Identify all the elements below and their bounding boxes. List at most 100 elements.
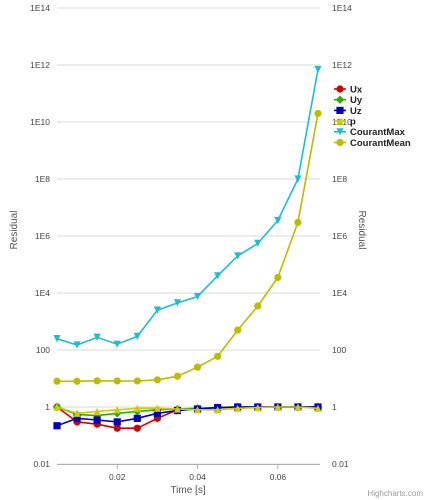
data-point-p [193, 406, 202, 414]
x-tick-label: 0.06 [270, 472, 287, 482]
legend-label-courantmax: CourantMax [350, 127, 406, 138]
legend-marker-uy [335, 95, 345, 104]
y-tick-label-left: 1E8 [35, 174, 50, 184]
data-point-p [214, 406, 222, 414]
data-point-uz [133, 414, 141, 422]
x-axis: 0.02 0.04 0.06 [57, 464, 320, 482]
y-tick-label-right: 1E6 [332, 231, 347, 241]
y-tick-label-left: 1E10 [30, 117, 50, 127]
series-group [52, 65, 323, 432]
legend-item-p[interactable]: p [334, 117, 356, 128]
data-point-courantmax [93, 333, 101, 341]
data-point-courantmax [254, 239, 262, 247]
series-courantmean [53, 109, 322, 385]
data-point-p [93, 407, 101, 416]
legend-marker-courantmax [336, 128, 344, 136]
grid-lines [57, 7, 320, 465]
y-tick-label-right: 1E12 [332, 60, 352, 70]
data-point-courantmean [133, 377, 141, 385]
y-tick-label-right: 1E4 [332, 288, 347, 298]
series-line-p [56, 406, 319, 415]
data-point-courantmax [193, 292, 202, 301]
data-point-courantmax [294, 175, 302, 183]
legend-label-uy: Uy [350, 95, 363, 106]
data-point-p [173, 405, 182, 413]
data-point-p [314, 404, 322, 412]
data-point-courantmean [254, 302, 262, 310]
legend-label-p: p [350, 117, 356, 128]
data-point-courantmax [214, 272, 222, 280]
y-axis-left: 0.01 1 100 1E4 1E6 1E8 1E10 1E12 1E14 [30, 3, 50, 469]
data-point-courantmean [173, 372, 182, 380]
data-point-courantmax [73, 341, 81, 349]
series-p [53, 403, 322, 417]
y-tick-label-left: 1E14 [30, 3, 50, 13]
data-point-courantmean [73, 377, 81, 385]
x-axis-title: Time [s] [170, 485, 205, 496]
y-tick-label-right: 100 [332, 345, 346, 355]
data-point-uz [73, 414, 81, 422]
legend-item-courantmean[interactable]: CourantMean [334, 138, 411, 149]
data-point-courantmean [193, 363, 202, 371]
data-point-courantmax [153, 306, 161, 314]
data-point-courantmax [274, 216, 282, 225]
data-point-courantmean [113, 377, 121, 385]
data-point-courantmax [314, 65, 322, 74]
data-point-ux [113, 424, 121, 432]
x-tick-label: 0.04 [189, 472, 206, 482]
legend-label-ux: Ux [350, 84, 363, 95]
data-point-p [234, 404, 242, 412]
data-point-courantmax [113, 340, 121, 348]
x-tick-label: 0.02 [109, 472, 126, 482]
y-tick-label-right: 0.01 [332, 459, 349, 469]
legend-item-uy[interactable]: Uy [334, 95, 363, 106]
y-tick-label-left: 1E6 [35, 231, 50, 241]
legend-label-uz: Uz [350, 106, 362, 117]
data-point-courantmax [234, 252, 242, 260]
data-point-uz [113, 418, 121, 426]
legend-item-uz[interactable]: Uz [334, 106, 362, 117]
data-point-p [133, 404, 141, 412]
y-tick-label-left: 1E12 [30, 60, 50, 70]
legend-label-courantmean: CourantMean [350, 138, 411, 149]
y-tick-label-left: 1E4 [35, 288, 50, 298]
data-point-uz [93, 416, 101, 424]
y-axis-title-right: Residual [356, 211, 367, 250]
legend-item-courantmax[interactable]: CourantMax [334, 127, 406, 138]
legend-marker-ux [336, 85, 344, 93]
legend-marker-uz [336, 106, 344, 114]
data-point-p [53, 403, 61, 411]
data-point-courantmean [314, 109, 322, 118]
data-point-p [274, 403, 282, 411]
data-point-courantmean [93, 377, 101, 385]
y-tick-label-right: 1E14 [332, 3, 352, 13]
data-point-courantmean [274, 273, 282, 282]
y-tick-label-right: 1 [332, 402, 337, 412]
data-point-courantmean [234, 326, 242, 334]
data-point-p [153, 404, 161, 412]
legend-marker-courantmean [336, 138, 344, 147]
series-line-courantmax [56, 69, 319, 346]
data-point-p [73, 409, 81, 417]
data-point-p [113, 406, 121, 414]
data-point-ux [133, 424, 141, 432]
y-axis-title-left: Residual [9, 211, 20, 250]
data-point-courantmean [214, 352, 222, 360]
data-point-uz [153, 409, 161, 417]
data-point-courantmean [153, 376, 161, 384]
legend-marker-p [336, 117, 344, 125]
credit-link[interactable]: Highcharts.com [367, 489, 423, 498]
data-point-courantmean [294, 218, 302, 227]
series-line-courantmean [57, 113, 319, 383]
data-point-courantmax [53, 335, 61, 343]
y-tick-label-left: 100 [36, 345, 50, 355]
data-point-courantmean [53, 377, 61, 385]
data-point-courantmax [133, 332, 141, 341]
legend-item-ux[interactable]: Ux [334, 84, 363, 95]
y-tick-label-right: 1E8 [332, 174, 347, 184]
data-point-courantmax [173, 299, 182, 307]
data-point-p [254, 404, 262, 412]
